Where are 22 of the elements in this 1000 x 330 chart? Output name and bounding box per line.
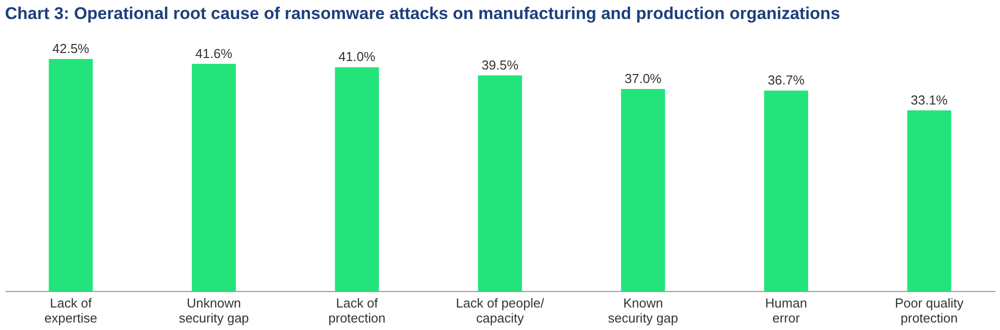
data-label: 33.1% xyxy=(910,92,948,108)
bar xyxy=(192,64,236,291)
x-tick-label: Poor quality protection xyxy=(894,296,964,326)
x-tick-label: Lack of protection xyxy=(328,296,386,326)
x-tick-label: Known security gap xyxy=(608,296,678,326)
data-label: 41.6% xyxy=(195,46,233,61)
data-label: 41.0% xyxy=(338,49,376,64)
data-label: 36.7% xyxy=(768,72,805,88)
x-tick-label: Lack of people/ capacity xyxy=(456,296,544,326)
x-tick-label: Lack of expertise xyxy=(44,296,98,326)
bar xyxy=(478,75,522,291)
chart-title: Chart 3: Operational root cause of ransomware attacks on manufacturing and production organizations xyxy=(5,4,840,23)
data-label: 39.5% xyxy=(482,57,519,72)
bar xyxy=(764,90,808,291)
bar xyxy=(621,89,666,291)
x-tick-label: Unknown security gap xyxy=(178,296,249,326)
bar xyxy=(907,110,952,291)
bar xyxy=(48,59,93,291)
x-tick-label: Human error xyxy=(765,296,808,326)
data-label: 37.0% xyxy=(624,71,662,86)
bar xyxy=(334,67,379,291)
data-label: 42.5% xyxy=(52,41,90,56)
